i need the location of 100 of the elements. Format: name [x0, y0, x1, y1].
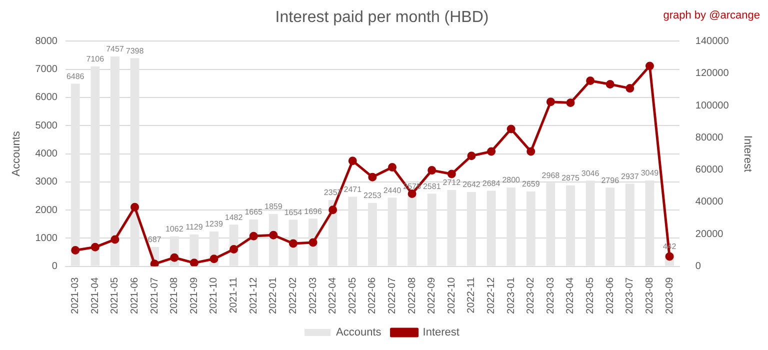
data-label: 687 [148, 235, 162, 244]
chart-title: Interest paid per month (HBD) [275, 9, 489, 26]
data-label: 1665 [244, 208, 264, 217]
data-label: 2642 [462, 180, 481, 190]
x-tick-label: 2022-11 [466, 276, 478, 314]
point [526, 147, 536, 156]
y2-axis-title: Interest [741, 135, 754, 172]
bar [130, 58, 140, 266]
point [388, 163, 396, 172]
point [467, 152, 476, 160]
data-label: 1482 [224, 212, 244, 222]
point [170, 253, 179, 262]
point [249, 232, 258, 240]
x-tick-label: 2022-05 [347, 276, 358, 314]
bar [408, 194, 417, 266]
bar [486, 190, 496, 266]
x-tick-label: 2023-05 [585, 276, 596, 314]
bar [586, 180, 595, 266]
x-tick-label: 2021-11 [228, 276, 240, 314]
x-tick-label: 2021-06 [130, 276, 141, 314]
y-tick-label: 8000 [35, 36, 58, 47]
data-label: 1859 [264, 202, 283, 212]
data-label: 3046 [581, 168, 600, 178]
x-tick-label: 2023-02 [526, 276, 537, 314]
x-tick-label: 2023-03 [545, 276, 556, 314]
data-label: 2471 [344, 184, 362, 194]
bar [427, 194, 436, 266]
x-tick-label: 2021-08 [169, 276, 180, 314]
bar [526, 191, 536, 266]
point [606, 80, 614, 89]
point [150, 260, 159, 266]
point [645, 62, 654, 70]
x-tick-label: 2023-04 [565, 276, 576, 314]
data-label: 1239 [205, 220, 224, 229]
y2-tick-label: 100000 [695, 100, 730, 112]
point [447, 170, 456, 178]
x-tick-label: 2021-04 [90, 276, 101, 314]
x-tick-label: 2022-01 [268, 276, 280, 314]
point [230, 245, 238, 254]
data-label: 7457 [106, 44, 124, 54]
data-label: 2875 [562, 174, 580, 183]
x-tick-label: 2022-09 [426, 276, 438, 314]
point [328, 206, 338, 214]
x-tick-label: 2021-12 [248, 276, 260, 314]
point [210, 254, 218, 264]
data-label: 2581 [422, 182, 442, 191]
y2-tick-label: 0 [695, 261, 702, 272]
data-label: 2712 [442, 178, 462, 188]
y-tick-label: 4000 [35, 148, 58, 160]
point [665, 252, 674, 261]
data-label: 7106 [86, 54, 105, 64]
point [269, 230, 278, 240]
bar [348, 196, 358, 266]
x-tick-label: 2022-12 [486, 276, 498, 314]
bar [566, 185, 575, 266]
x-tick-label: 2022-07 [386, 276, 398, 314]
legend-label: Accounts [336, 326, 382, 339]
x-tick-label: 2022-10 [446, 276, 458, 314]
point [626, 84, 634, 93]
bar [70, 84, 80, 266]
y2-tick-label: 20000 [695, 228, 724, 240]
bar [447, 190, 456, 266]
point [586, 76, 595, 86]
data-label: 1654 [284, 208, 303, 217]
data-label: 1062 [165, 224, 184, 234]
x-tick-label: 2022-03 [308, 276, 319, 314]
x-tick-label: 2023-09 [664, 276, 676, 314]
y-tick-label: 7000 [35, 64, 58, 76]
point [408, 190, 416, 198]
data-label: 2659 [522, 180, 540, 189]
data-label: 2440 [383, 186, 402, 195]
bar [90, 66, 100, 266]
y-tick-label: 5000 [35, 120, 58, 132]
data-label: 6486 [66, 72, 85, 82]
x-tick-label: 2021-09 [188, 276, 200, 314]
data-label: 3049 [640, 168, 660, 178]
x-tick-label: 2021-07 [149, 276, 160, 314]
bar [506, 188, 516, 266]
point [368, 172, 377, 182]
bar [625, 184, 634, 266]
x-tick-label: 2023-08 [644, 276, 656, 314]
y2-tick-label: 60000 [695, 164, 724, 176]
text: graph by @arcange [663, 10, 760, 22]
data-label: 2800 [502, 176, 521, 185]
x-tick-label: 2022-08 [406, 276, 418, 314]
bar [110, 56, 120, 266]
bar [467, 192, 476, 266]
data-label: 1129 [186, 222, 204, 232]
point [566, 98, 575, 108]
bar [388, 198, 397, 266]
y2-tick-label: 140000 [695, 36, 730, 47]
x-tick-label: 2022-06 [367, 276, 378, 314]
point [308, 238, 318, 247]
y-tick-label: 3000 [35, 176, 58, 188]
point [428, 166, 436, 175]
y-tick-label: 2000 [35, 204, 58, 216]
x-tick-label: 2022-02 [288, 276, 299, 314]
legend-label: Interest [422, 326, 460, 339]
y2-tick-label: 40000 [695, 196, 724, 208]
x-tick-label: 2021-05 [110, 276, 121, 314]
